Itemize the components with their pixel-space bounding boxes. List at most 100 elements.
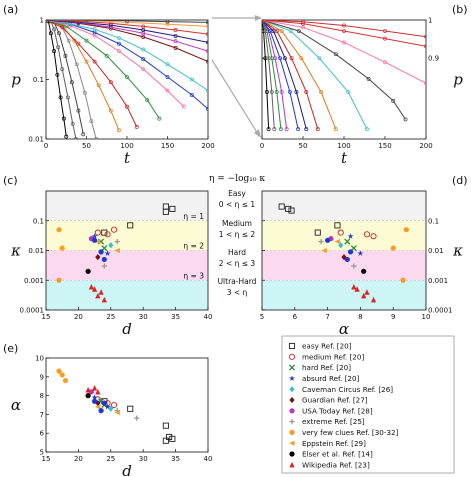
x-tick-label-e-0: 15	[42, 455, 51, 463]
series-point-a-6-3	[104, 53, 109, 58]
series-point-a-9-4	[141, 47, 146, 52]
x-tick-label-e-4: 35	[171, 455, 180, 463]
y-tick-label-a-1: 0.1	[33, 76, 44, 84]
series-point-a-3-4	[82, 90, 87, 95]
panel-label-a: (a)	[3, 3, 18, 16]
series-point-b-12-2	[342, 23, 346, 28]
series-point-a-7-4	[141, 67, 146, 71]
series-point-a-1-6	[70, 121, 75, 126]
point-d-18	[390, 245, 396, 251]
y-tick-label-d-1: 0.001	[428, 277, 448, 285]
series-point-b-12-4	[424, 34, 426, 39]
point-c-22	[85, 268, 91, 274]
point-d-15	[318, 238, 324, 245]
series-point-a-6-4	[125, 75, 129, 79]
point-c-23	[92, 286, 98, 292]
point-c-15	[114, 238, 120, 245]
x-tick-label-c-5: 40	[204, 313, 213, 321]
series-point-b-3-3	[279, 89, 284, 94]
point-d-19	[400, 277, 406, 283]
point-d-16	[351, 263, 357, 269]
legend-marker-wikipedia	[289, 461, 295, 468]
point-c-12	[108, 242, 114, 249]
band-medium-range: 1 < η ≤ 2	[219, 230, 256, 239]
series-point-b-6-2	[289, 56, 294, 61]
series-point-a-7-3	[116, 49, 121, 54]
series-line-b-9	[262, 20, 406, 120]
point-c-1	[162, 208, 169, 215]
series-point-a-5-3	[92, 59, 97, 64]
point-c-27	[101, 296, 107, 303]
point-c-20	[94, 238, 101, 245]
band-labels: Easy 0 < η ≤ 1 Medium 1 < η ≤ 2 Hard 2 <…	[218, 189, 257, 297]
plot-area-a	[46, 20, 208, 139]
panel-label-d: (d)	[452, 174, 468, 187]
series-point-a-5-6	[134, 124, 139, 129]
series-line-b-7	[262, 20, 337, 130]
series-point-a-1-3	[56, 45, 61, 50]
y-tick-label-e-5: 10	[35, 355, 44, 363]
series-point-a-0-6	[61, 116, 66, 121]
zoom-connector	[211, 15, 262, 138]
x-tick-label-b-0: 0	[260, 142, 264, 150]
series-point-b-10-1	[301, 25, 305, 30]
series-point-b-9-2	[333, 52, 338, 57]
series-point-a-12-4	[173, 33, 178, 38]
y-tick-label-a-0: 0.01	[28, 136, 44, 144]
chart-a: 0 50 100 150 200 0.01 0.1 1 t p	[11, 17, 214, 168]
point-d-28	[325, 237, 331, 243]
point-c-7	[110, 226, 118, 233]
y-axis-label-b: p	[453, 71, 463, 89]
series-point-a-11-4	[173, 39, 178, 44]
series-point-b-0-4	[266, 127, 271, 132]
y-tick-label-c-2: 0.01	[28, 247, 44, 255]
point-d-29	[344, 256, 350, 263]
point-e-2	[162, 437, 169, 444]
point-c-6	[104, 231, 111, 238]
series-point-a-11-5	[206, 49, 208, 54]
series-point-b-8-4	[365, 127, 369, 132]
point-c-30	[98, 249, 104, 255]
series-point-b-2-3	[274, 89, 279, 94]
legend-label-caveman: Caveman Circus Ref. [26]	[302, 385, 393, 394]
y-tick-label-e-0: 5	[40, 449, 44, 457]
y-tick-label-c-3: 0.1	[33, 217, 44, 225]
plot-area-b	[262, 20, 426, 132]
chart-b: 0 50 100 150 200 0.9 1 t p	[260, 17, 463, 168]
point-c-4	[101, 229, 108, 236]
chart-c: η = 1 η = 2 η = 3 15 20 25 30 35 40 0.0001 0.001 0.…	[10, 190, 213, 338]
series-line-b-12	[262, 20, 426, 38]
series-point-a-15-2	[125, 20, 129, 23]
point-e-27	[92, 398, 98, 404]
x-axis-label-c: d	[122, 320, 132, 338]
point-d-20	[334, 238, 341, 245]
y-tick-label-b-0: 0.9	[428, 55, 439, 63]
legend: easy Ref. [20]medium Ref. [20] hard Ref. …	[281, 335, 455, 474]
point-c-13	[95, 254, 101, 261]
point-c-24	[95, 292, 101, 299]
eta-line-label-1: η = 1	[183, 212, 204, 221]
y-tick-label-d-2: 0.01	[428, 247, 444, 255]
series-point-b-9-1	[296, 29, 301, 33]
series-point-a-1-4	[60, 67, 65, 71]
legend-label-eppstein: Eppstein Ref. [29]	[302, 439, 366, 448]
eta-line-label-3: η = 3	[183, 271, 204, 280]
band-hard-range: 2 < η ≤ 3	[219, 259, 256, 268]
legend-label-easy: easy Ref. [20]	[302, 342, 352, 351]
legend-marker-easy	[288, 342, 296, 350]
series-point-a-12-5	[206, 40, 208, 45]
point-d-24	[361, 292, 367, 299]
x-tick-label-a-3: 150	[161, 142, 174, 150]
series-line-b-2	[262, 20, 282, 130]
point-e-26	[85, 387, 91, 393]
series-point-a-2-4	[69, 80, 74, 85]
point-d-21	[321, 247, 327, 254]
x-tick-label-d-5: 10	[422, 313, 431, 321]
band-bg-3	[46, 280, 208, 310]
legend-label-elser: Elser et al. Ref. [14]	[302, 450, 373, 459]
series-point-a-15-4	[206, 20, 208, 25]
point-d-22	[361, 268, 367, 274]
x-tick-label-a-4: 200	[201, 142, 214, 150]
point-c-11	[104, 250, 111, 256]
